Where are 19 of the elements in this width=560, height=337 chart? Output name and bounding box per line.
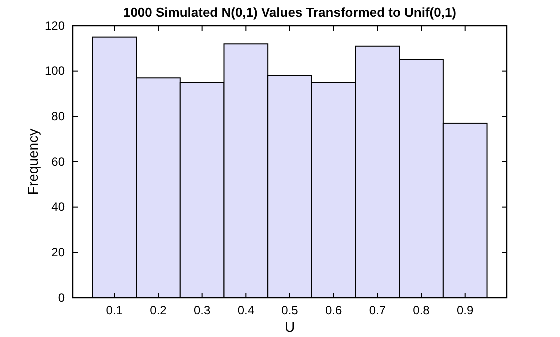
y-axis-title: Frequency <box>25 128 41 196</box>
x-tick-label: 0.1 <box>106 304 124 318</box>
x-tick-label: 0.2 <box>150 304 168 318</box>
x-tick-label: 0.4 <box>238 304 255 318</box>
x-tick-label: 0.3 <box>194 304 211 318</box>
y-tick-label: 100 <box>44 64 66 78</box>
y-tick-label: 20 <box>52 246 66 260</box>
y-tick-label: 120 <box>44 18 66 33</box>
y-tick-label: 60 <box>52 154 66 169</box>
x-tick-label: 0.9 <box>457 304 474 318</box>
x-tick-label: 0.5 <box>282 304 299 318</box>
y-tick-label: 80 <box>52 110 66 124</box>
x-tick-label: 0.6 <box>325 304 342 318</box>
chart-title: 1000 Simulated N(0,1) Values Transformed to Unif(0,1) <box>123 5 457 20</box>
x-tick-label: 0.7 <box>369 304 386 318</box>
x-axis-title: U <box>284 319 296 335</box>
y-tick-label: 40 <box>52 200 66 214</box>
y-tick-label: 0 <box>58 290 66 305</box>
x-tick-label: 0.8 <box>413 304 430 318</box>
